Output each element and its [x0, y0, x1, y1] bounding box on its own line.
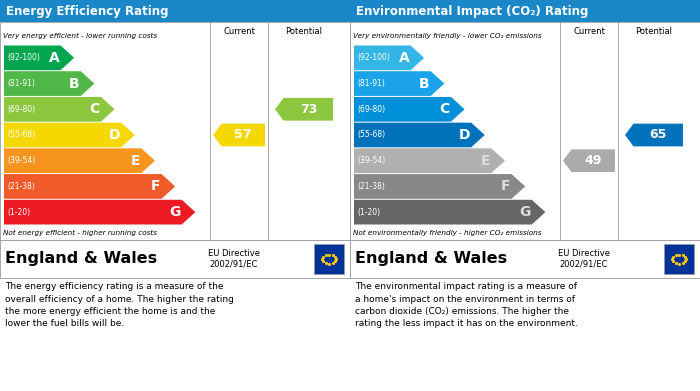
Bar — [0, 240, 350, 278]
Text: G: G — [169, 205, 181, 219]
Text: (21-38): (21-38) — [7, 182, 35, 191]
Polygon shape — [275, 98, 333, 121]
Text: The environmental impact rating is a measure of
a home's impact on the environme: The environmental impact rating is a mea… — [355, 282, 578, 328]
Text: F: F — [501, 179, 510, 194]
Text: England & Wales: England & Wales — [5, 251, 157, 267]
Text: (92-100): (92-100) — [7, 53, 40, 62]
Text: Not energy efficient - higher running costs: Not energy efficient - higher running co… — [3, 230, 157, 236]
Polygon shape — [354, 97, 465, 122]
Polygon shape — [354, 71, 444, 96]
Polygon shape — [4, 45, 74, 70]
Text: 73: 73 — [300, 103, 317, 116]
Bar — [350, 22, 700, 240]
Text: Very energy efficient - lower running costs: Very energy efficient - lower running co… — [3, 33, 157, 39]
Bar — [314, 244, 344, 274]
Polygon shape — [625, 124, 683, 146]
Text: The energy efficiency rating is a measure of the
overall efficiency of a home. T: The energy efficiency rating is a measur… — [5, 282, 234, 328]
Bar — [0, 0, 350, 22]
Text: Current: Current — [223, 27, 255, 36]
Polygon shape — [4, 200, 195, 224]
Bar — [0, 22, 350, 240]
Polygon shape — [354, 174, 525, 199]
Text: G: G — [519, 205, 531, 219]
Text: C: C — [90, 102, 100, 116]
Polygon shape — [4, 148, 155, 173]
Polygon shape — [4, 97, 115, 122]
Text: (81-91): (81-91) — [7, 79, 35, 88]
Text: (1-20): (1-20) — [7, 208, 30, 217]
Polygon shape — [4, 71, 94, 96]
Text: A: A — [399, 51, 409, 65]
Text: Potential: Potential — [286, 27, 323, 36]
Text: EU Directive
2002/91/EC: EU Directive 2002/91/EC — [558, 249, 610, 269]
Polygon shape — [4, 123, 135, 147]
Text: Energy Efficiency Rating: Energy Efficiency Rating — [6, 5, 169, 18]
Text: (21-38): (21-38) — [357, 182, 385, 191]
Bar — [350, 0, 700, 22]
Text: (1-20): (1-20) — [357, 208, 380, 217]
Text: B: B — [69, 77, 80, 91]
Text: 65: 65 — [650, 129, 667, 142]
Polygon shape — [213, 124, 265, 146]
Text: (55-68): (55-68) — [357, 131, 385, 140]
Text: F: F — [151, 179, 160, 194]
Text: C: C — [440, 102, 450, 116]
Text: Current: Current — [573, 27, 605, 36]
Polygon shape — [563, 149, 615, 172]
Text: 57: 57 — [234, 129, 252, 142]
Text: (69-80): (69-80) — [7, 105, 35, 114]
Polygon shape — [354, 123, 485, 147]
Text: 49: 49 — [584, 154, 601, 167]
Text: Very environmentally friendly - lower CO₂ emissions: Very environmentally friendly - lower CO… — [353, 33, 542, 39]
Polygon shape — [354, 148, 505, 173]
Text: EU Directive
2002/91/EC: EU Directive 2002/91/EC — [208, 249, 260, 269]
Text: Environmental Impact (CO₂) Rating: Environmental Impact (CO₂) Rating — [356, 5, 589, 18]
Bar — [664, 244, 694, 274]
Text: A: A — [49, 51, 60, 65]
Text: (69-80): (69-80) — [357, 105, 385, 114]
Text: England & Wales: England & Wales — [355, 251, 507, 267]
Text: (39-54): (39-54) — [7, 156, 35, 165]
Text: D: D — [458, 128, 470, 142]
Polygon shape — [4, 174, 175, 199]
Text: (55-68): (55-68) — [7, 131, 35, 140]
Text: (39-54): (39-54) — [357, 156, 385, 165]
Polygon shape — [354, 45, 424, 70]
Text: (81-91): (81-91) — [357, 79, 385, 88]
Text: D: D — [108, 128, 120, 142]
Text: E: E — [131, 154, 141, 168]
Text: B: B — [419, 77, 430, 91]
Polygon shape — [354, 200, 545, 224]
Text: Potential: Potential — [636, 27, 673, 36]
Text: (92-100): (92-100) — [357, 53, 390, 62]
Text: E: E — [481, 154, 491, 168]
Text: Not environmentally friendly - higher CO₂ emissions: Not environmentally friendly - higher CO… — [353, 230, 542, 236]
Bar — [350, 240, 700, 278]
